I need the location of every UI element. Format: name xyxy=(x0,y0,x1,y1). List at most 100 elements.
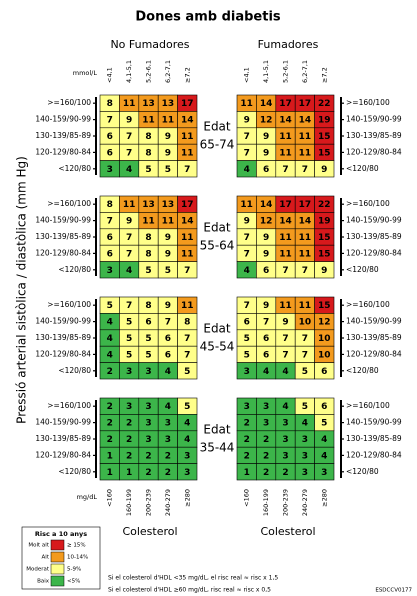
risk-value: 7 xyxy=(165,318,171,328)
pressure-label: 140-159/90-99 xyxy=(346,418,402,427)
risk-value: 2 xyxy=(145,451,151,461)
risk-cell xyxy=(177,160,198,178)
mmol-label: ≥7,2 xyxy=(320,67,328,83)
risk-value: 6 xyxy=(263,266,269,276)
risk-cell xyxy=(314,362,335,380)
risk-value: 7 xyxy=(302,266,308,276)
risk-value: 4 xyxy=(107,334,113,344)
risk-value: 12 xyxy=(260,217,273,227)
risk-value: 6 xyxy=(165,334,171,344)
age-range: 65-74 xyxy=(200,138,235,152)
risk-value: 4 xyxy=(126,165,132,175)
risk-value: 4 xyxy=(282,367,288,377)
risk-value: 4 xyxy=(244,266,250,276)
risk-value: 7 xyxy=(184,165,190,175)
legend-swatch xyxy=(50,551,65,563)
legend-swatch xyxy=(50,539,65,551)
risk-value: 2 xyxy=(263,451,269,461)
pressure-label: <120/80 xyxy=(58,265,91,274)
risk-value: 5 xyxy=(184,402,190,412)
pressure-label: 130-139/85-89 xyxy=(35,131,91,140)
risk-value: 5 xyxy=(145,334,151,344)
risk-value: 3 xyxy=(145,367,151,377)
risk-value: 8 xyxy=(107,200,113,210)
risk-value: 4 xyxy=(184,419,190,429)
risk-value: 11 xyxy=(240,99,253,109)
risk-value: 2 xyxy=(107,402,113,412)
pressure-label: 140-159/90-99 xyxy=(35,115,91,124)
pressure-label: >=160/100 xyxy=(346,98,390,107)
risk-value: 17 xyxy=(299,200,312,210)
risk-value: 14 xyxy=(260,99,273,109)
risk-value: 5 xyxy=(302,367,308,377)
risk-value: 7 xyxy=(184,350,190,360)
risk-value: 11 xyxy=(142,116,155,126)
risk-value: 4 xyxy=(321,451,327,461)
risk-value: 11 xyxy=(123,99,136,109)
risk-value: 9 xyxy=(126,116,132,126)
age-range: 45-54 xyxy=(200,340,235,354)
risk-value: 4 xyxy=(107,350,113,360)
risk-value: 3 xyxy=(126,402,132,412)
risk-value: 9 xyxy=(263,132,269,142)
risk-cell xyxy=(314,261,335,279)
pressure-label: <120/80 xyxy=(346,467,379,476)
risk-cell xyxy=(177,261,198,279)
risk-value: 7 xyxy=(126,132,132,142)
risk-value: 1 xyxy=(244,468,250,478)
pressure-label: 140-159/90-99 xyxy=(35,418,91,427)
legend-range: <5% xyxy=(67,579,80,585)
risk-value: 11 xyxy=(240,200,253,210)
pressure-label: 130-139/85-89 xyxy=(346,434,402,443)
risk-value: 3 xyxy=(302,468,308,478)
risk-value: 3 xyxy=(145,402,151,412)
age-title: Edat xyxy=(203,120,231,134)
risk-value: 2 xyxy=(263,468,269,478)
risk-value: 3 xyxy=(184,468,190,478)
risk-value: 2 xyxy=(244,451,250,461)
risk-value: 11 xyxy=(181,132,194,142)
risk-value: 7 xyxy=(302,350,308,360)
group-label: No Fumadores xyxy=(110,38,189,51)
legend-box xyxy=(21,526,101,590)
risk-value: 3 xyxy=(107,266,113,276)
risk-value: 4 xyxy=(184,435,190,445)
risk-value: 6 xyxy=(244,318,250,328)
pressure-label: <120/80 xyxy=(58,164,91,173)
risk-value: 2 xyxy=(107,367,113,377)
risk-value: 19 xyxy=(318,217,331,227)
pressure-label: 120-129/80-84 xyxy=(35,349,91,358)
risk-value: 15 xyxy=(318,132,331,142)
risk-value: 22 xyxy=(318,99,331,109)
legend-swatch xyxy=(50,563,65,575)
risk-value: 4 xyxy=(165,402,171,412)
risk-value: 4 xyxy=(263,367,269,377)
risk-value: 11 xyxy=(181,301,194,311)
risk-value: 7 xyxy=(126,148,132,158)
risk-value: 9 xyxy=(126,217,132,227)
risk-value: 11 xyxy=(299,233,312,243)
risk-value: 5 xyxy=(244,350,250,360)
risk-cell xyxy=(314,160,335,178)
risk-value: 11 xyxy=(181,249,194,259)
risk-value: 13 xyxy=(162,99,175,109)
risk-value: 4 xyxy=(126,266,132,276)
risk-value: 5 xyxy=(107,301,113,311)
pressure-label: 120-129/80-84 xyxy=(346,248,402,257)
risk-value: 5 xyxy=(165,165,171,175)
pressure-label: 120-129/80-84 xyxy=(35,450,91,459)
age-title: Edat xyxy=(203,322,231,336)
pressure-label: 120-129/80-84 xyxy=(35,248,91,257)
risk-value: 5 xyxy=(145,266,151,276)
unit-label: mg/dL xyxy=(77,493,98,501)
risk-value: 3 xyxy=(282,451,288,461)
risk-value: 8 xyxy=(107,99,113,109)
risk-value: 6 xyxy=(263,350,269,360)
pressure-label: 130-139/85-89 xyxy=(35,434,91,443)
risk-value: 7 xyxy=(126,233,132,243)
risk-value: 8 xyxy=(145,233,151,243)
legend-range: ≥ 15% xyxy=(67,543,86,549)
risk-value: 8 xyxy=(184,318,190,328)
risk-value: 13 xyxy=(162,200,175,210)
